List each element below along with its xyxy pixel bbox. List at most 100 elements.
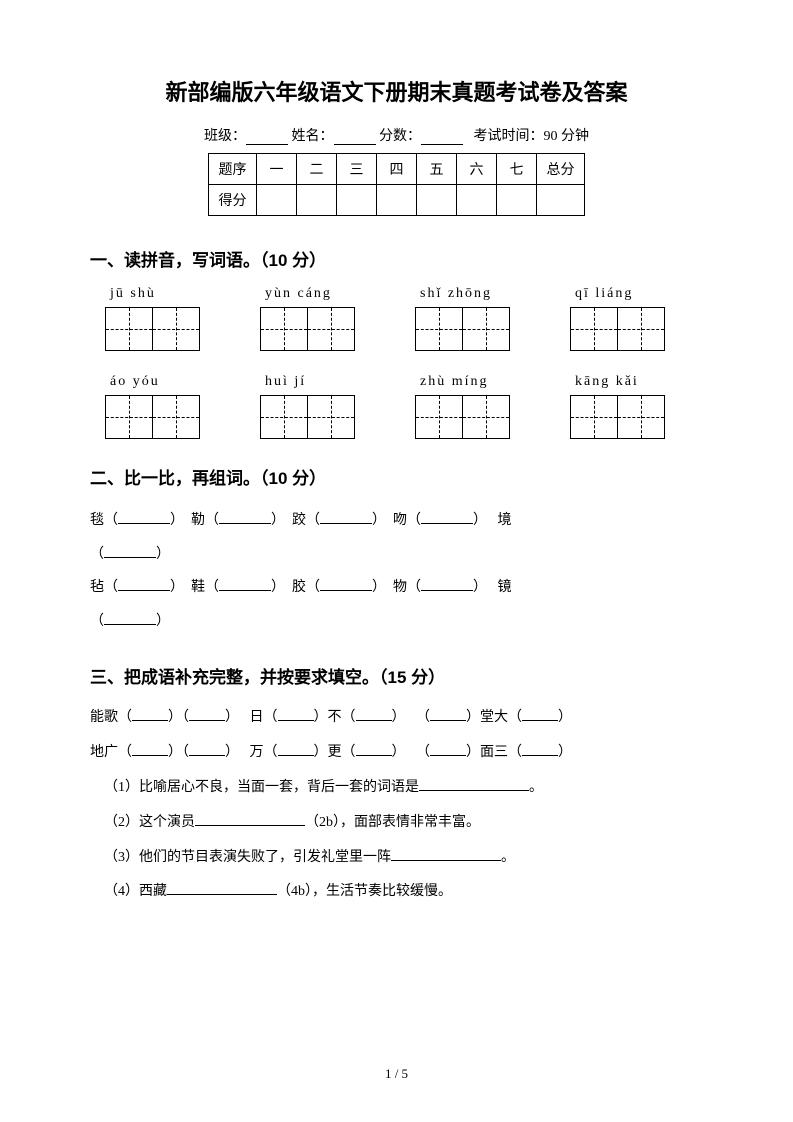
answer-blank[interactable] — [320, 512, 372, 524]
col-header: 三 — [337, 154, 377, 185]
pinyin-label: yùn cáng — [260, 286, 360, 302]
score-cell[interactable] — [417, 185, 457, 216]
class-blank[interactable] — [246, 131, 288, 145]
col-header: 六 — [457, 154, 497, 185]
answer-blank[interactable] — [167, 883, 277, 895]
section2-body: 毯（） 勒（） 跤（） 吻（） 境 （） 毡（） 鞋（） 胶（） 物（） 镜 （… — [90, 504, 703, 638]
sub-text: （3）他们的节目表演失败了，引发礼堂里一阵 — [104, 850, 391, 865]
answer-blank[interactable] — [430, 744, 466, 756]
section2-title: 二、比一比，再组词。（10 分） — [90, 464, 703, 489]
answer-blank[interactable] — [522, 709, 558, 721]
q2-char: 胶 — [292, 580, 306, 595]
score-label: 分数： — [379, 129, 421, 144]
score-cell[interactable] — [497, 185, 537, 216]
answer-blank[interactable] — [419, 779, 529, 791]
score-cell[interactable] — [297, 185, 337, 216]
section3-title: 三、把成语补充完整，并按要求填空。（15 分） — [90, 663, 703, 688]
seq-header: 题序 — [209, 154, 257, 185]
pinyin-grid: jū shù yùn cáng shǐ zhōng qī liáng áo yó… — [90, 286, 703, 439]
char-box[interactable] — [462, 395, 510, 439]
answer-blank[interactable] — [118, 579, 170, 591]
answer-blank[interactable] — [219, 512, 271, 524]
answer-blank[interactable] — [132, 709, 168, 721]
pinyin-item: kāng kǎi — [570, 374, 670, 439]
char-box[interactable] — [105, 307, 153, 351]
answer-blank[interactable] — [356, 744, 392, 756]
col-header: 二 — [297, 154, 337, 185]
idiom-part: 地广 — [90, 745, 118, 760]
answer-blank[interactable] — [132, 744, 168, 756]
table-row: 得分 — [209, 185, 585, 216]
score-blank[interactable] — [421, 131, 463, 145]
q2-char: 跤 — [292, 513, 306, 528]
section3-body: 能歌（）（） 日（）不（） （）堂大（） 地广（）（） 万（）更（） （）面三（… — [90, 703, 703, 908]
sub-question: （1）比喻居心不良，当面一套，背后一套的词语是。 — [104, 773, 703, 804]
q2-char: 鞋 — [191, 580, 205, 595]
char-box[interactable] — [260, 307, 308, 351]
answer-blank[interactable] — [522, 744, 558, 756]
score-cell[interactable] — [377, 185, 417, 216]
char-box[interactable] — [307, 307, 355, 351]
sub-question: （3）他们的节目表演失败了，引发礼堂里一阵。 — [104, 843, 703, 874]
char-box[interactable] — [307, 395, 355, 439]
char-box[interactable] — [570, 307, 618, 351]
name-label: 姓名： — [292, 129, 334, 144]
answer-blank[interactable] — [421, 512, 473, 524]
answer-blank[interactable] — [189, 744, 225, 756]
sub-text: （4b），生活节奏比较缓慢。 — [277, 884, 452, 899]
answer-blank[interactable] — [104, 546, 156, 558]
col-header: 七 — [497, 154, 537, 185]
answer-blank[interactable] — [391, 849, 501, 861]
pinyin-item: huì jí — [260, 374, 360, 439]
pinyin-item: yùn cáng — [260, 286, 360, 351]
char-box[interactable] — [462, 307, 510, 351]
char-box[interactable] — [617, 395, 665, 439]
pinyin-label: huì jí — [260, 374, 360, 390]
q2-char: 毯 — [90, 513, 104, 528]
answer-blank[interactable] — [430, 709, 466, 721]
class-label: 班级： — [204, 129, 246, 144]
pinyin-label: jū shù — [105, 286, 205, 302]
total-cell[interactable] — [537, 185, 585, 216]
answer-blank[interactable] — [195, 814, 305, 826]
char-box[interactable] — [570, 395, 618, 439]
char-box[interactable] — [260, 395, 308, 439]
idiom-part: 能歌 — [90, 710, 118, 725]
answer-blank[interactable] — [189, 709, 225, 721]
answer-blank[interactable] — [219, 579, 271, 591]
score-cell[interactable] — [337, 185, 377, 216]
sub-text: （2b），面部表情非常丰富。 — [305, 815, 480, 830]
idiom-part: 日 — [250, 710, 264, 725]
answer-blank[interactable] — [278, 744, 314, 756]
answer-blank[interactable] — [356, 709, 392, 721]
q2-char: 物 — [393, 580, 407, 595]
q2-char: 毡 — [90, 580, 104, 595]
answer-blank[interactable] — [320, 579, 372, 591]
pinyin-label: shǐ zhōng — [415, 286, 515, 302]
pinyin-label: zhù míng — [415, 374, 515, 390]
char-box[interactable] — [105, 395, 153, 439]
pinyin-row: jū shù yùn cáng shǐ zhōng qī liáng — [105, 286, 703, 351]
answer-blank[interactable] — [421, 579, 473, 591]
pinyin-item: zhù míng — [415, 374, 515, 439]
answer-blank[interactable] — [118, 512, 170, 524]
answer-blank[interactable] — [278, 709, 314, 721]
char-box[interactable] — [152, 395, 200, 439]
pinyin-item: áo yóu — [105, 374, 205, 439]
idiom-part: 万 — [250, 745, 264, 760]
char-box[interactable] — [617, 307, 665, 351]
score-cell[interactable] — [457, 185, 497, 216]
idiom-part: 面三 — [480, 745, 508, 760]
char-box[interactable] — [152, 307, 200, 351]
section1-title: 一、读拼音，写词语。（10 分） — [90, 246, 703, 271]
name-blank[interactable] — [334, 131, 376, 145]
char-box[interactable] — [415, 395, 463, 439]
answer-blank[interactable] — [104, 613, 156, 625]
page-number: 1 / 5 — [0, 1066, 793, 1082]
col-header: 一 — [257, 154, 297, 185]
time-label: 考试时间：90 分钟 — [474, 129, 590, 144]
col-header: 四 — [377, 154, 417, 185]
score-cell[interactable] — [257, 185, 297, 216]
char-box[interactable] — [415, 307, 463, 351]
q2-char: 勒 — [191, 513, 205, 528]
